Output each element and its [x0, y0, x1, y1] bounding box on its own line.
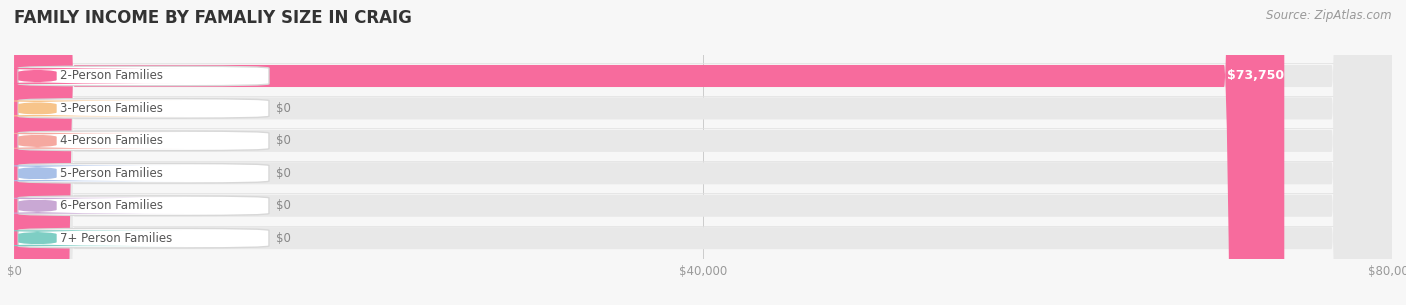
- FancyBboxPatch shape: [18, 99, 269, 118]
- FancyBboxPatch shape: [14, 0, 1392, 305]
- FancyBboxPatch shape: [18, 228, 269, 248]
- Text: $73,750: $73,750: [1227, 70, 1284, 82]
- FancyBboxPatch shape: [18, 196, 269, 215]
- FancyBboxPatch shape: [0, 68, 184, 84]
- FancyBboxPatch shape: [0, 165, 184, 181]
- Text: 5-Person Families: 5-Person Families: [59, 167, 163, 180]
- FancyBboxPatch shape: [14, 0, 1392, 305]
- FancyBboxPatch shape: [14, 0, 1392, 305]
- Text: $0: $0: [276, 102, 291, 115]
- Text: 3-Person Families: 3-Person Families: [59, 102, 163, 115]
- Text: 7+ Person Families: 7+ Person Families: [59, 232, 172, 245]
- Text: Source: ZipAtlas.com: Source: ZipAtlas.com: [1267, 9, 1392, 22]
- FancyBboxPatch shape: [0, 230, 184, 246]
- Text: FAMILY INCOME BY FAMALIY SIZE IN CRAIG: FAMILY INCOME BY FAMALIY SIZE IN CRAIG: [14, 9, 412, 27]
- FancyBboxPatch shape: [18, 66, 269, 86]
- FancyBboxPatch shape: [0, 198, 184, 214]
- Text: $0: $0: [276, 135, 291, 147]
- Text: 2-Person Families: 2-Person Families: [59, 70, 163, 82]
- Text: $0: $0: [276, 199, 291, 212]
- Text: $0: $0: [276, 167, 291, 180]
- FancyBboxPatch shape: [18, 163, 269, 183]
- Text: 6-Person Families: 6-Person Families: [59, 199, 163, 212]
- FancyBboxPatch shape: [0, 133, 184, 149]
- Text: $0: $0: [276, 232, 291, 245]
- FancyBboxPatch shape: [14, 0, 1284, 305]
- Text: 4-Person Families: 4-Person Families: [59, 135, 163, 147]
- FancyBboxPatch shape: [14, 0, 1392, 305]
- FancyBboxPatch shape: [14, 0, 1392, 305]
- FancyBboxPatch shape: [0, 100, 184, 117]
- FancyBboxPatch shape: [14, 0, 1392, 305]
- FancyBboxPatch shape: [18, 131, 269, 151]
